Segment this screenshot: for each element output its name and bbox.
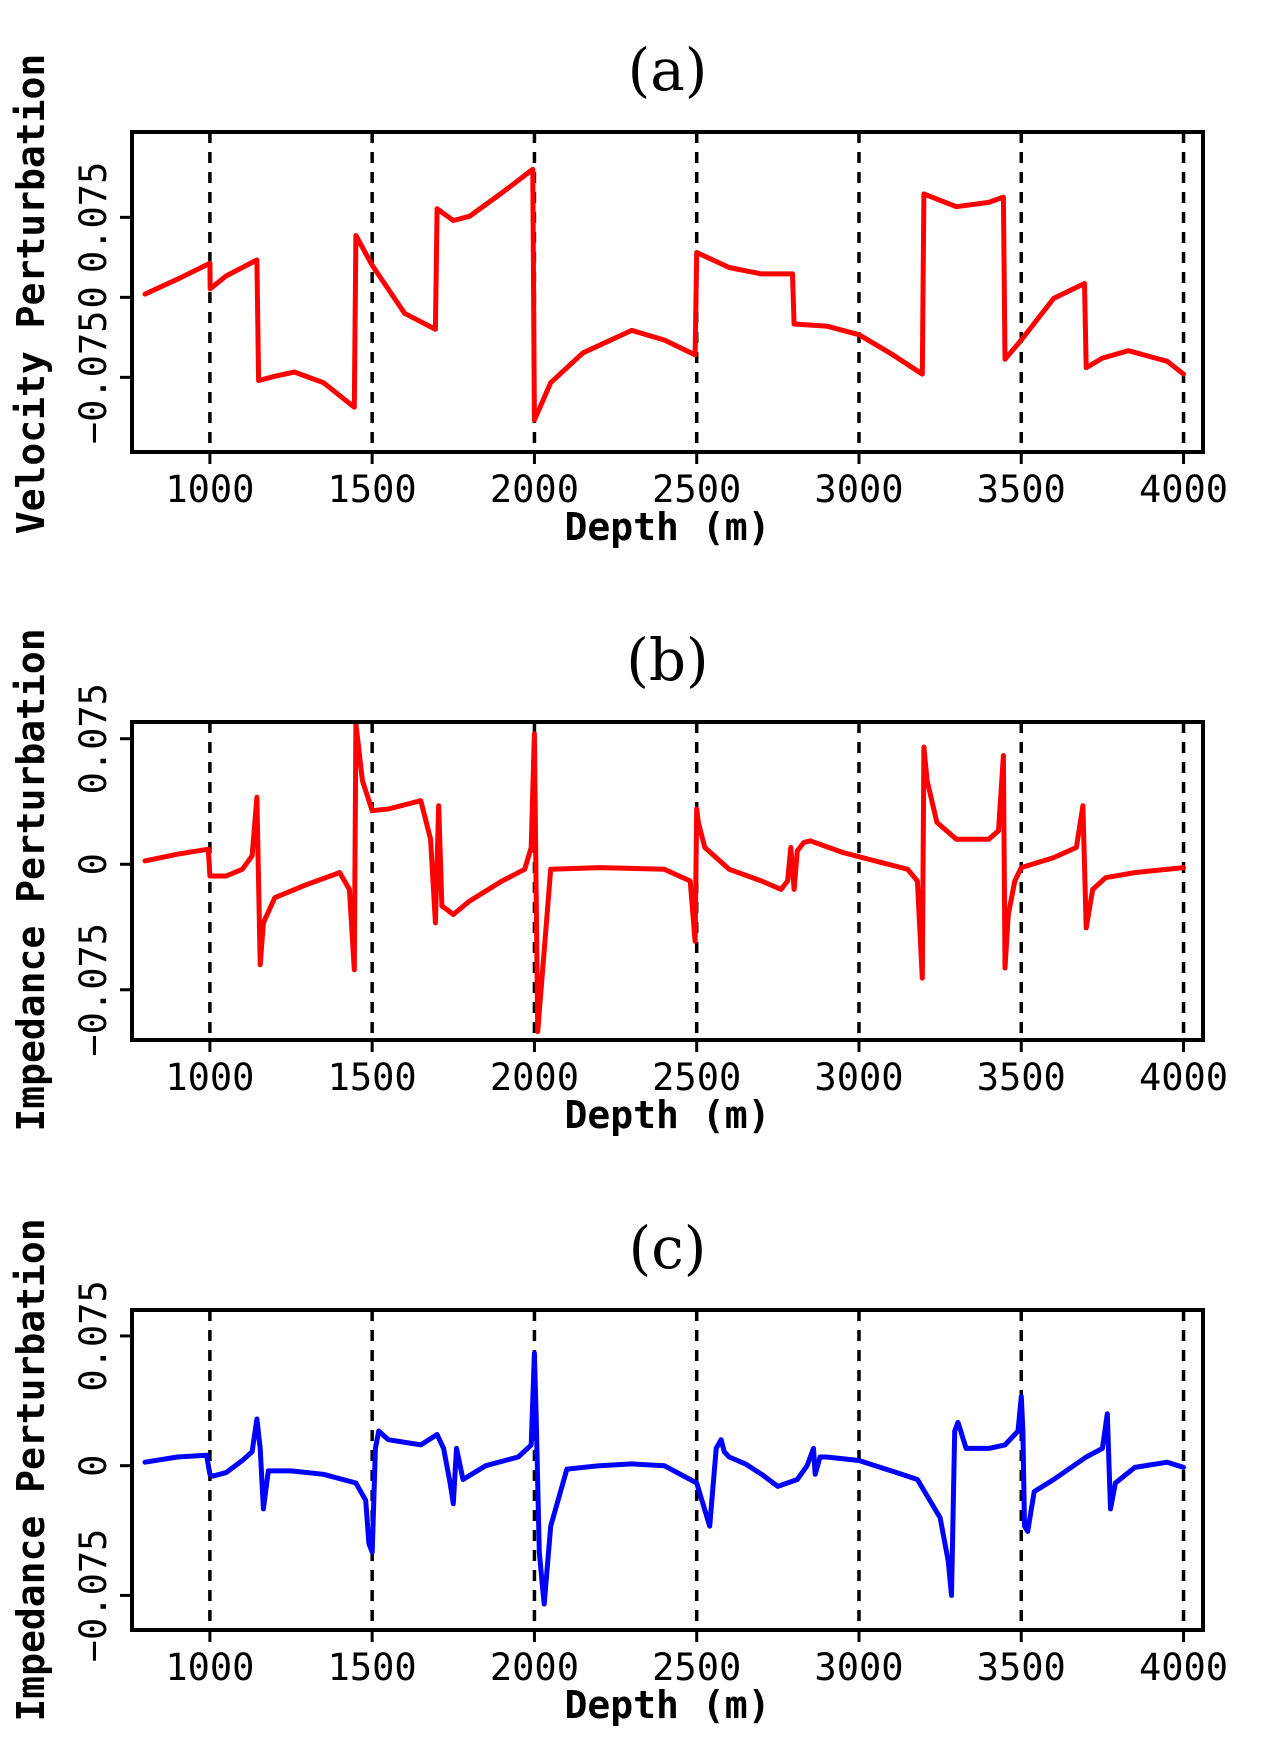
x-axis-label: Depth (m) — [565, 1093, 771, 1137]
x-axis-label: Depth (m) — [565, 505, 771, 549]
x-tick-label: 3500 — [977, 1056, 1066, 1099]
x-tick-label: 3000 — [814, 1056, 903, 1099]
y-tick-label: 0.075 — [72, 162, 115, 273]
y-tick-label: −0.075 — [72, 1529, 115, 1663]
series-line — [142, 166, 1186, 423]
y-tick-label: 0.075 — [72, 1280, 115, 1391]
y-tick-label: 0 — [72, 1455, 115, 1477]
x-tick-label: 4000 — [1139, 1646, 1228, 1689]
x-tick-label: 4000 — [1139, 468, 1228, 511]
x-tick-label: 1000 — [165, 1056, 254, 1099]
x-tick-label: 3500 — [977, 1646, 1066, 1689]
y-tick-label: −0.075 — [72, 311, 115, 445]
y-tick-label: 0.075 — [72, 683, 115, 794]
y-tick-label: −0.075 — [72, 923, 115, 1057]
series-line — [142, 722, 1186, 1035]
x-tick-label: 2500 — [652, 468, 741, 511]
x-tick-label: 1500 — [328, 1056, 417, 1099]
x-tick-label: 4000 — [1139, 1056, 1228, 1099]
panel-title: (c) — [629, 1214, 707, 1282]
series-line — [142, 1350, 1186, 1607]
x-tick-label: 3000 — [814, 468, 903, 511]
y-tick-label: 0 — [72, 853, 115, 875]
x-tick-label: 1000 — [165, 1646, 254, 1689]
y-axis-label: Velocity Perturbation — [9, 54, 53, 534]
panel-3: (c) 1000 1500 2000 2500 3000 3500 4000 −0.075 0 0.… — [9, 1214, 1228, 1727]
panel-title: (b) — [626, 626, 708, 694]
y-axis-label: Impedance Perturbation — [9, 1218, 53, 1721]
y-tick-label: 0 — [72, 286, 115, 308]
x-tick-label: 2000 — [490, 468, 579, 511]
panel-1: (a) 1000 1500 2000 2500 3000 3500 4000 −0.075 0 0.… — [9, 36, 1228, 549]
x-tick-label: 1500 — [328, 1646, 417, 1689]
panel-2: (b) 1000 1500 2000 2500 3000 3500 4000 −0.075 0 0.… — [9, 626, 1228, 1137]
axes-frame — [130, 1308, 1205, 1632]
x-tick-label: 2500 — [652, 1056, 741, 1099]
x-tick-label: 3000 — [814, 1646, 903, 1689]
y-axis-label: Impedance Perturbation — [9, 628, 53, 1131]
axes-frame — [130, 130, 1205, 454]
x-axis-label: Depth (m) — [565, 1683, 771, 1727]
x-tick-label: 2500 — [652, 1646, 741, 1689]
x-tick-label: 1500 — [328, 468, 417, 511]
axes-frame — [130, 720, 1205, 1042]
x-tick-label: 2000 — [490, 1056, 579, 1099]
panel-title: (a) — [628, 36, 708, 104]
x-tick-label: 1000 — [165, 468, 254, 511]
x-tick-label: 3500 — [977, 468, 1066, 511]
x-tick-label: 2000 — [490, 1646, 579, 1689]
